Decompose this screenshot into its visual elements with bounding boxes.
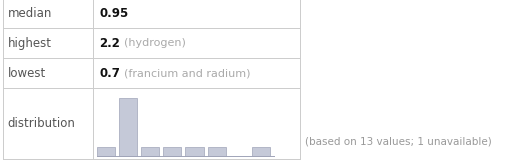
Bar: [186, 147, 204, 156]
Text: 0.7: 0.7: [99, 67, 120, 80]
Text: 2.2: 2.2: [99, 37, 120, 50]
Text: 0.95: 0.95: [99, 7, 128, 20]
Bar: [119, 98, 137, 156]
Text: (based on 13 values; 1 unavailable): (based on 13 values; 1 unavailable): [305, 136, 492, 146]
Text: median: median: [8, 7, 52, 20]
Text: highest: highest: [8, 37, 52, 50]
Text: distribution: distribution: [8, 117, 75, 130]
Bar: [141, 147, 159, 156]
Text: (francium and radium): (francium and radium): [124, 68, 250, 78]
Bar: [252, 147, 270, 156]
Text: lowest: lowest: [8, 67, 46, 80]
Bar: [97, 147, 115, 156]
Bar: [163, 147, 181, 156]
Text: (hydrogen): (hydrogen): [124, 38, 186, 48]
Bar: [207, 147, 225, 156]
